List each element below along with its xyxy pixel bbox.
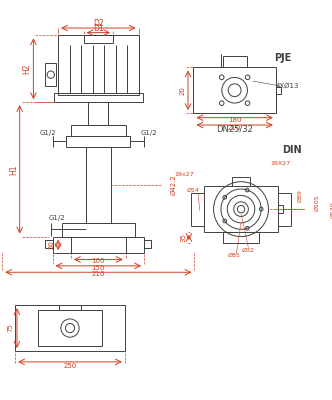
Text: 210: 210 [228, 125, 241, 131]
Bar [66, 136, 130, 147]
Text: 75: 75 [8, 324, 14, 332]
Text: 19X27: 19X27 [270, 161, 290, 166]
Bar [45, 63, 56, 86]
Text: 4XØ13: 4XØ13 [276, 83, 299, 89]
Text: Ø32: Ø32 [242, 248, 255, 253]
Text: 100: 100 [92, 258, 105, 264]
Bar [71, 125, 126, 136]
Text: 210: 210 [92, 271, 105, 277]
Text: G1/2: G1/2 [140, 130, 157, 136]
Text: G1/2: G1/2 [40, 130, 56, 136]
Bar [86, 147, 111, 223]
Bar [88, 102, 109, 125]
Bar [62, 223, 135, 236]
Bar [278, 206, 283, 213]
Text: D2: D2 [93, 19, 104, 28]
Bar [15, 305, 125, 351]
Text: Ø85: Ø85 [227, 253, 240, 258]
Text: Ø42.2: Ø42.2 [170, 174, 176, 195]
Text: 35: 35 [180, 233, 186, 242]
Text: PJE: PJE [275, 53, 292, 63]
Text: 250: 250 [63, 364, 77, 370]
Bar [223, 232, 259, 243]
Text: 50: 50 [49, 240, 55, 249]
Text: Ø140: Ø140 [331, 202, 332, 218]
Text: H2: H2 [23, 64, 32, 74]
Bar [53, 93, 143, 102]
Text: 180: 180 [228, 118, 241, 124]
Bar [58, 35, 138, 95]
Bar [205, 186, 278, 232]
Text: H1: H1 [9, 164, 18, 175]
Text: Ø89: Ø89 [298, 189, 303, 202]
Text: DIN: DIN [283, 145, 302, 155]
Text: D1: D1 [93, 24, 104, 34]
Text: 150: 150 [92, 265, 105, 271]
Text: G1/2: G1/2 [49, 215, 65, 221]
Bar [38, 310, 102, 346]
Text: 19x27: 19x27 [175, 172, 194, 177]
Bar [52, 236, 144, 253]
Bar [276, 86, 281, 94]
Bar [144, 240, 151, 248]
Text: Ø105: Ø105 [314, 194, 319, 211]
Bar [84, 35, 113, 43]
Bar [45, 240, 52, 248]
Bar [194, 67, 276, 113]
Text: 20: 20 [180, 86, 186, 95]
Text: Ø14: Ø14 [187, 188, 200, 193]
Text: DN25/32: DN25/32 [216, 124, 253, 133]
